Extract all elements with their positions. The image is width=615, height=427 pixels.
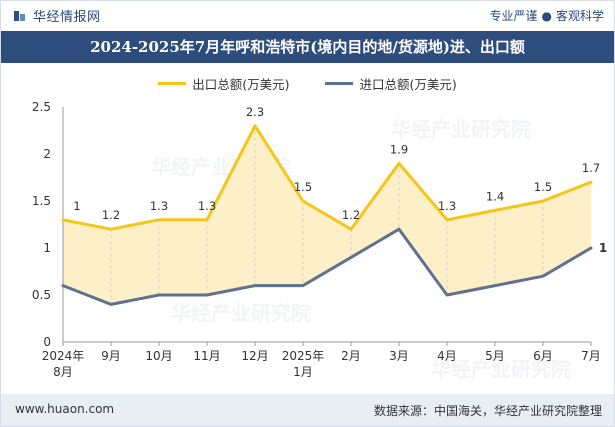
footer-url[interactable]: www.huaon.com — [15, 402, 115, 416]
export-data-label: 1.5 — [294, 180, 312, 194]
y-tick-label: 0.5 — [32, 288, 51, 302]
export-data-label: 1.2 — [342, 208, 360, 222]
import-end-label: 1 — [599, 241, 607, 255]
export-data-label: 1.9 — [390, 142, 408, 156]
legend-item-import[interactable]: 进口总额(万美元) — [325, 74, 457, 93]
x-tick-label: 2024年 — [42, 349, 85, 363]
chart-title: 2024-2025年7月年呼和浩特市(境内目的地/货源地)进、出口额 — [1, 31, 614, 63]
legend-label-export: 出口总额(万美元) — [192, 77, 290, 92]
legend-label-import: 进口总额(万美元) — [359, 77, 457, 92]
x-tick-label: 8月 — [53, 365, 73, 379]
y-tick-label: 2 — [43, 147, 51, 161]
slogan-left: 专业严谨 — [489, 9, 538, 23]
slogan-dot-icon: ● — [541, 9, 552, 23]
y-tick-label: 2.5 — [32, 100, 51, 114]
footer: www.huaon.com 数据来源：中国海关，华经产业研究院整理 — [1, 394, 614, 426]
x-tick-label: 2025年 — [282, 349, 325, 363]
x-tick-label: 9月 — [101, 349, 121, 363]
legend-swatch-export — [158, 82, 187, 85]
brand-logo-icon — [14, 10, 25, 21]
x-tick-label: 10月 — [145, 349, 172, 363]
legend: 出口总额(万美元) 进口总额(万美元) — [1, 73, 614, 93]
export-series-line — [61, 124, 593, 231]
y-tick-label: 1 — [43, 241, 51, 255]
slogan: 专业严谨 ● 客观科学 — [489, 7, 604, 24]
export-data-label: 2.3 — [246, 105, 264, 119]
brand[interactable]: 华经情报网 — [13, 6, 101, 25]
export-data-label: 1.5 — [534, 180, 552, 194]
footer-source: 数据来源：中国海关，华经产业研究院整理 — [373, 404, 602, 418]
brand-name: 华经情报网 — [33, 10, 101, 25]
export-data-label: 1.3 — [150, 199, 168, 213]
x-tick-label: 3月 — [389, 349, 409, 363]
line-chart: 0 0.5 1 1.5 2 2.5 2024年 8月 9月 10月 11月 12月 2025年 1月 2月 3… — [32, 100, 607, 379]
export-data-label: 1.3 — [438, 199, 456, 213]
export-data-label: 1.7 — [582, 161, 600, 175]
export-data-label: 1.4 — [486, 189, 504, 203]
x-tick-label: 12月 — [241, 349, 268, 363]
slogan-right: 客观科学 — [555, 9, 604, 23]
export-data-label: 1 — [73, 199, 80, 213]
legend-swatch-import — [325, 82, 354, 85]
x-tick-label: 11月 — [193, 349, 220, 363]
x-tick-label: 6月 — [533, 349, 553, 363]
import-series-line — [61, 227, 593, 306]
x-tick-label: 4月 — [437, 349, 457, 363]
export-data-label: 1.3 — [198, 199, 216, 213]
x-tick-label: 1月 — [293, 365, 313, 379]
x-tick-label: 7月 — [581, 349, 601, 363]
y-tick-label: 0 — [43, 335, 51, 349]
x-tick-label: 5月 — [485, 349, 505, 363]
legend-item-export[interactable]: 出口总额(万美元) — [158, 74, 290, 93]
export-data-label: 1.2 — [102, 208, 120, 222]
top-bar: 华经情报网 专业严谨 ● 客观科学 — [1, 1, 614, 29]
x-tick-label: 2月 — [341, 349, 361, 363]
y-tick-label: 1.5 — [32, 194, 51, 208]
